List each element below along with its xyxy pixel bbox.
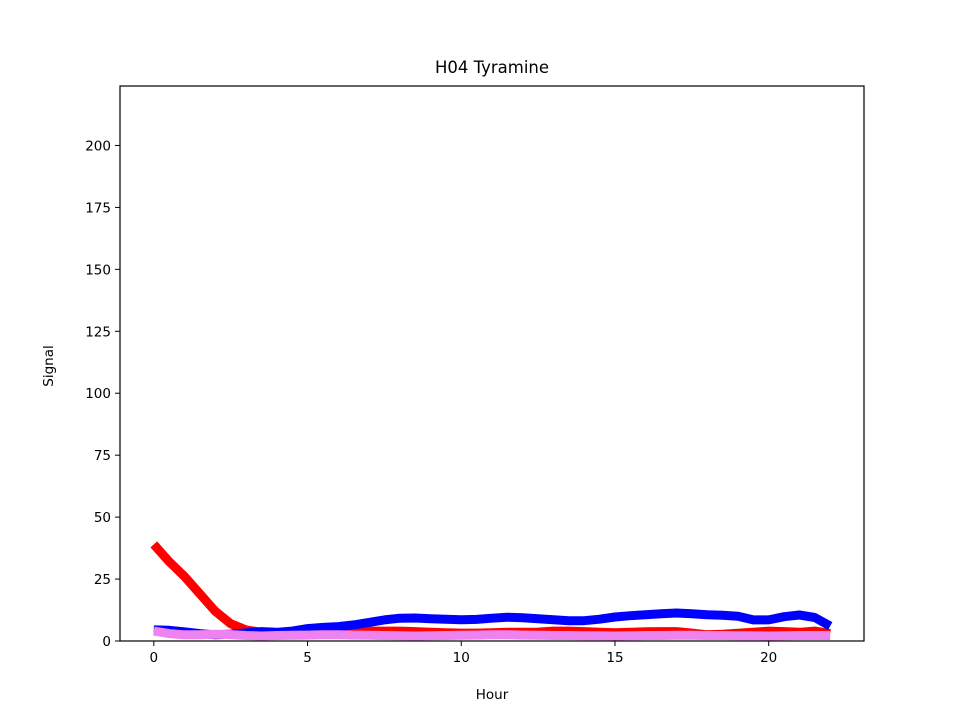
y-tick-label: 50: [94, 510, 111, 526]
series-layer: [150, 541, 833, 641]
y-axis: 0 25 50 75 100 125 150 175 200: [85, 138, 120, 650]
x-axis: 0 5 10 15 20: [150, 641, 777, 666]
x-tick-label: 20: [760, 650, 777, 666]
x-axis-label: Hour: [476, 687, 509, 703]
y-tick-label: 200: [85, 138, 111, 154]
x-tick-label: 10: [453, 650, 470, 666]
y-tick-label: 75: [94, 448, 111, 464]
y-tick-label: 100: [85, 386, 111, 402]
chart-title: H04 Tyramine: [435, 58, 549, 77]
y-tick-label: 0: [102, 634, 111, 650]
y-tick-label: 175: [85, 200, 111, 216]
y-tick-label: 150: [85, 262, 111, 278]
y-tick-label: 25: [94, 572, 111, 588]
series-line-3: [153, 626, 831, 641]
x-tick-label: 5: [303, 650, 312, 666]
x-tick-label: 15: [606, 650, 623, 666]
plot-frame: [119, 85, 865, 642]
y-tick-label: 125: [85, 324, 111, 340]
y-axis-label: Signal: [41, 345, 57, 386]
plot-area: [120, 86, 864, 641]
x-tick-label: 0: [150, 650, 159, 666]
